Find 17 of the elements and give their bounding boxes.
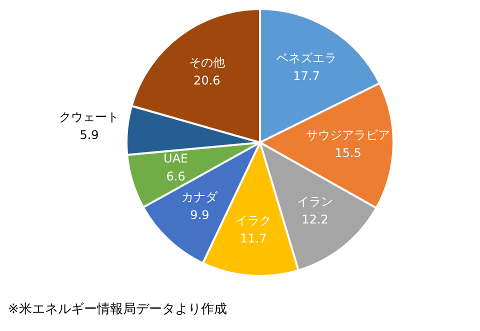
data-label: 6.6 <box>166 170 186 184</box>
data-label: 15.5 <box>334 146 362 160</box>
data-label: 17.7 <box>293 68 320 83</box>
text: ※米エネルギー情報局データより作成 <box>8 301 227 318</box>
slice-label: クウェート <box>59 110 120 124</box>
slice-label: イラク <box>235 213 272 228</box>
data-label: 20.6 <box>194 73 220 88</box>
data-label: 12.2 <box>302 212 328 226</box>
slice-label: カナダ <box>182 190 219 204</box>
data-label: 9.9 <box>190 208 210 222</box>
slice-label: ベネズエラ <box>276 50 336 65</box>
data-label: 11.7 <box>240 231 267 246</box>
data-label: 5.9 <box>80 128 99 142</box>
slice-label: UAE <box>164 152 188 166</box>
slice-label: イラン <box>297 194 334 208</box>
slice-label: サウジアラビア <box>306 128 390 142</box>
slice-label: その他 <box>188 55 225 70</box>
